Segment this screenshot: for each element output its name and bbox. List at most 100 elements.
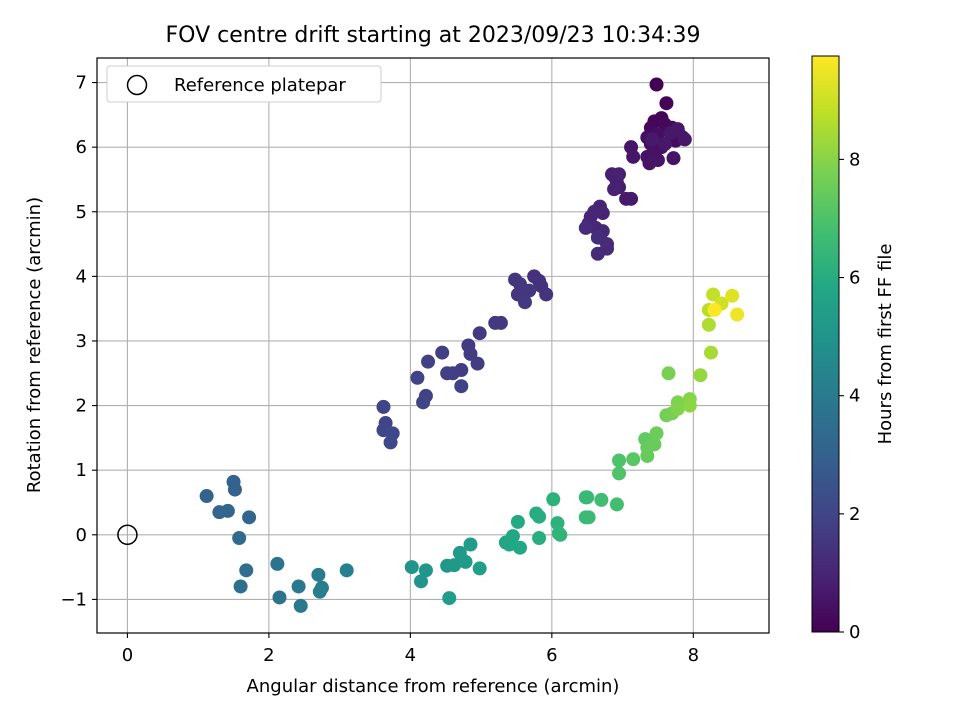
data-point [242,510,257,525]
data-point [626,149,641,164]
x-tick-label: 6 [546,645,557,666]
data-point [640,448,655,463]
data-point [649,426,664,441]
legend: Reference platepar [106,65,382,103]
data-point [581,510,596,525]
colorbar-tick-label: 4 [849,386,860,407]
data-point [522,283,537,298]
data-point [472,561,487,576]
data-point [590,246,605,261]
data-point [670,122,685,137]
data-point [232,531,247,546]
data-point [505,529,520,544]
data-point [649,77,664,92]
data-point [661,366,676,381]
data-point [463,346,478,361]
y-tick-label: −1 [60,589,87,610]
data-point [472,326,487,341]
data-point [532,531,547,546]
data-point [239,563,254,578]
data-point [607,182,622,197]
data-point [666,151,681,166]
data-point [703,345,718,360]
data-point [311,567,326,582]
y-tick-label: 2 [76,396,87,417]
data-point [463,537,478,552]
data-point [421,354,436,369]
data-point [550,516,565,531]
data-point [270,556,285,571]
data-point [626,452,641,467]
colorbar-tick-label: 8 [849,149,860,170]
data-point [435,345,450,360]
data-point [553,527,568,542]
data-point [470,356,485,371]
data-point [227,482,242,497]
data-point [233,579,248,594]
data-point [312,584,327,599]
y-tick-label: 4 [76,266,87,287]
colorbar: 0 2 4 6 8 Hours from first FF file [811,55,896,643]
data-point [293,598,308,613]
data-point [594,492,609,507]
data-point [418,563,433,578]
x-tick-label: 0 [122,645,133,666]
y-tick-label: 3 [76,331,87,352]
data-point [458,554,473,569]
data-point [199,489,214,504]
x-tick-label: 4 [405,645,416,666]
legend-marker-icon [126,74,148,96]
data-point [707,302,722,317]
data-point [376,399,391,414]
data-point [725,288,740,303]
data-point [272,590,287,605]
data-point [701,317,716,332]
y-tick-label: 1 [76,460,87,481]
y-tick-label: 7 [76,73,87,94]
data-point [447,558,462,573]
legend-entry-reference-platepar: Reference platepar [174,75,346,96]
data-point [440,366,455,381]
x-tick-label: 8 [688,645,699,666]
colorbar-tick-label: 6 [849,268,860,289]
data-point [291,579,306,594]
data-point [212,505,227,520]
data-point [527,269,542,284]
plot-frame [96,57,770,634]
data-point [682,398,697,413]
data-point [532,509,547,524]
data-point [580,490,595,505]
data-point [442,591,457,606]
data-point [539,287,554,302]
colorbar-ticks: 0 2 4 6 8 [839,149,860,643]
data-point [578,220,593,235]
data-point [693,368,708,383]
data-point [488,315,503,330]
data-point [624,191,639,206]
y-tick-label: 6 [76,137,87,158]
data-point [677,132,692,147]
y-axis-ticks: −1 0 1 2 3 4 5 6 7 [60,73,97,610]
data-point [413,574,428,589]
data-point [517,295,532,310]
data-point [650,153,665,168]
y-tick-label: 5 [76,202,87,223]
data-point [659,96,674,111]
data-point [339,563,354,578]
legend-box [106,65,382,103]
data-point [706,287,721,302]
x-axis-label: Angular distance from reference (arcmin) [247,676,620,697]
x-axis-ticks: 0 2 4 6 8 [122,633,699,666]
colorbar-gradient [811,55,840,633]
data-point [404,560,419,575]
y-tick-label: 0 [76,525,87,546]
data-point [513,540,528,555]
data-point [647,437,662,452]
colorbar-label: Hours from first FF file [875,244,896,445]
data-point [612,466,627,481]
colorbar-tick-label: 2 [849,504,860,525]
data-point [454,379,469,394]
data-point [609,497,624,512]
